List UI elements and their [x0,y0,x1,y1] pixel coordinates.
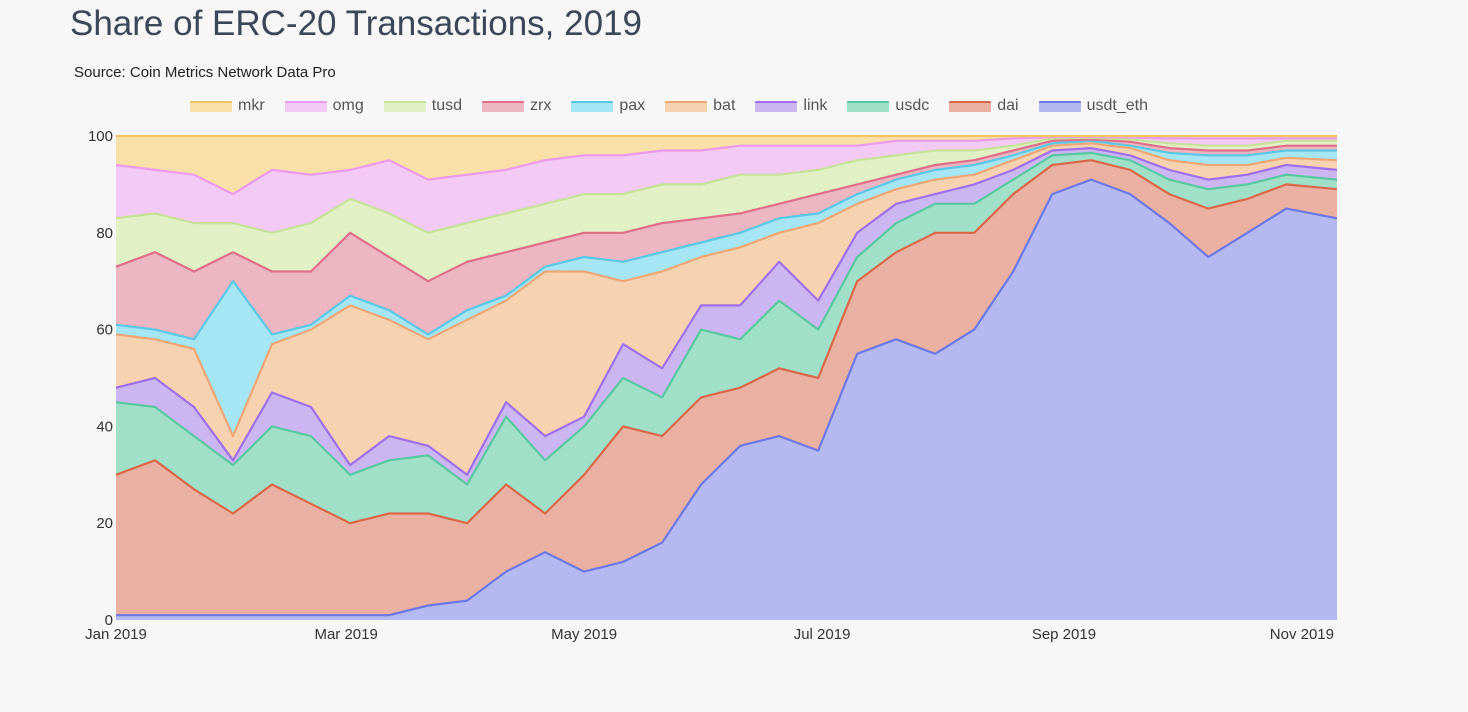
x-tick-label: Jul 2019 [794,626,851,643]
legend-swatch [1038,100,1081,112]
legend-swatch [383,100,426,112]
area-pax [116,140,1337,437]
legend-swatch [949,100,992,112]
y-tick-label: 20 [96,515,113,532]
line-link [115,147,1338,476]
legend-item-tusd[interactable]: tusd [383,97,463,115]
area-link [116,148,1337,485]
y-tick-label: 0 [105,612,113,629]
area-tusd [116,137,1337,282]
legend-label: usdc [895,97,930,114]
legend-label: mkr [238,97,265,114]
area-usdt-eth [116,179,1337,620]
legend-item-mkr[interactable]: mkr [190,97,265,115]
legend-item-pax[interactable]: pax [571,97,645,115]
legend-item-usdt-eth[interactable]: usdt_eth [1038,97,1148,115]
line-pax [115,139,1337,341]
y-tick-label: 80 [96,225,113,242]
area-mkr [116,136,1337,195]
legend-swatch [847,100,890,112]
line-usdt-eth [116,178,1338,617]
area-bat [116,143,1337,475]
plot-area [116,136,1337,620]
legend-swatch [755,100,798,112]
line-omg [115,135,1337,196]
legend-label: zrx [530,97,552,114]
legend-item-zrx[interactable]: zrx [482,97,551,115]
legend-label: usdt_eth [1086,97,1148,114]
x-tick-label: Sep 2019 [1032,626,1096,643]
legend-item-dai[interactable]: dai [949,97,1019,115]
line-zrx [115,138,1337,283]
x-tick-label: Nov 2019 [1270,626,1334,643]
line-bat [115,142,1338,438]
legend-item-usdc[interactable]: usdc [847,97,929,115]
legend-label: omg [332,97,364,114]
area-zrx [116,139,1337,340]
x-axis: Jan 2019 Mar 2019 May 2019 Jul 2019 Sep 2019… [85,626,1334,643]
x-tick-label: Mar 2019 [314,626,377,643]
legend-swatch [571,100,614,112]
line-dai [115,159,1338,525]
legend-swatch [482,100,525,112]
area-dai [116,160,1337,616]
legend-swatch [665,100,708,112]
legend: mkr omg tusd zrx pax bat link usdc dai u… [190,97,1168,115]
legend-label: dai [997,97,1019,114]
chart-title: Share of ERC-20 Transactions, 2019 [70,4,642,43]
legend-item-link[interactable]: link [755,97,827,115]
area-usdc [116,152,1337,524]
x-tick-label: Jan 2019 [85,626,147,643]
legend-item-omg[interactable]: omg [284,97,364,115]
y-tick-label: 60 [96,322,113,339]
legend-label: pax [619,97,646,114]
x-tick-label: May 2019 [551,626,617,643]
legend-label: tusd [431,97,463,114]
legend-swatch [190,100,232,112]
line-tusd [115,136,1337,234]
chart-subtitle: Source: Coin Metrics Network Data Pro [74,64,336,81]
series-lines [115,134,1338,617]
y-tick-label: 40 [96,418,113,435]
line-usdc [115,151,1338,486]
legend-label: bat [713,97,736,114]
y-axis: 0 20 40 60 80 100 [88,128,113,629]
legend-swatch [284,100,327,112]
area-omg [116,137,1337,233]
y-tick-label: 100 [88,128,113,145]
legend-item-bat[interactable]: bat [665,97,735,115]
legend-label: link [803,97,828,114]
